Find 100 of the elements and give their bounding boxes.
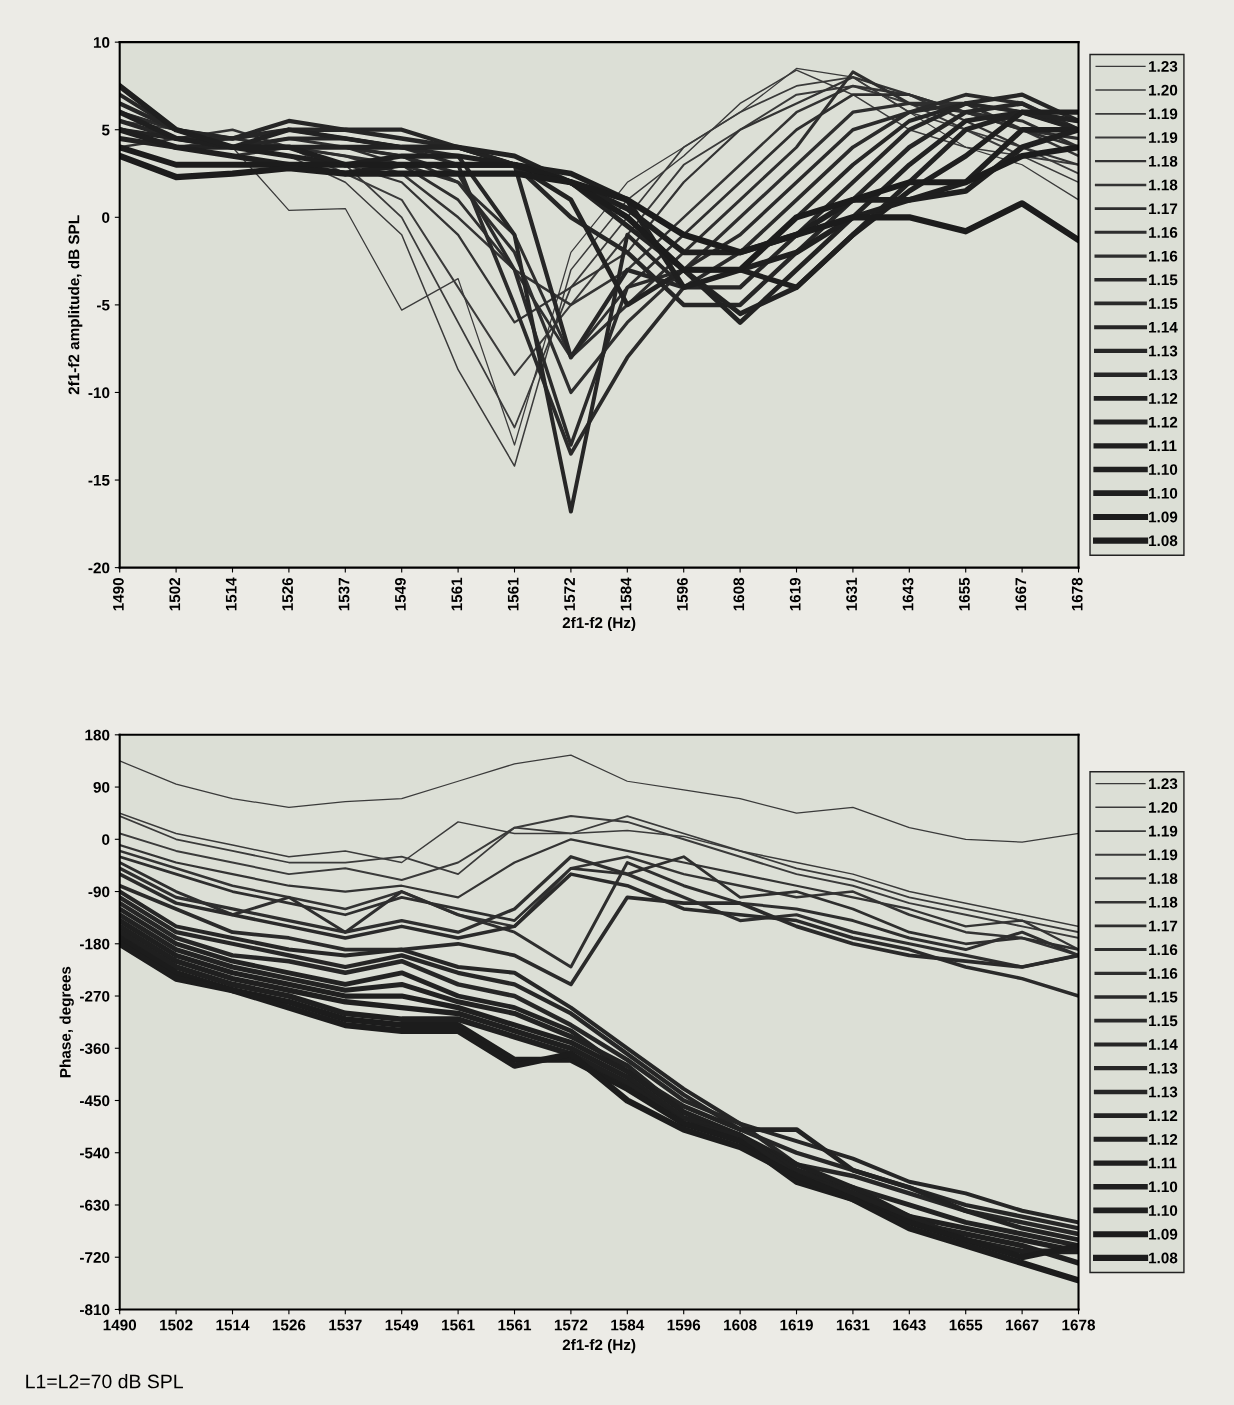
y-tick-label: -540 (80, 1147, 110, 1159)
x-tick-label: 1537 (329, 1319, 362, 1331)
x-tick-label: 1619 (789, 577, 801, 611)
y-tick-label: -630 (80, 1199, 110, 1211)
x-tick-label: 1631 (836, 1319, 870, 1331)
legend-label: 1.15 (1149, 274, 1178, 286)
x-tick-label: 1584 (620, 577, 632, 611)
x-tick-label: 1502 (160, 1319, 193, 1331)
legend-label: 1.19 (1149, 108, 1178, 120)
legend-label: 1.08 (1149, 1252, 1178, 1264)
y-tick-label: 0 (102, 834, 110, 845)
x-tick-label: 1549 (394, 577, 406, 611)
legend-label: 1.23 (1149, 61, 1178, 72)
y-axis-title: Phase, degrees (59, 966, 74, 1078)
x-tick-label: 1572 (554, 1319, 588, 1331)
legend-label: 1.16 (1149, 944, 1178, 956)
legend-label: 1.18 (1149, 155, 1178, 167)
y-tick-label: 90 (93, 781, 110, 793)
y-tick-label: -270 (80, 990, 110, 1002)
x-tick-label: 1608 (733, 577, 745, 611)
legend-label: 1.16 (1149, 967, 1178, 979)
legend-label: 1.10 (1149, 1181, 1178, 1193)
y-tick-label: -450 (80, 1095, 110, 1107)
x-tick-label: 1561 (507, 577, 519, 611)
x-tick-label: 1643 (893, 1319, 926, 1331)
text: L1=L2=70 dB SPL (26, 1374, 183, 1389)
x-tick-label: 1502 (169, 577, 181, 611)
legend-label: 1.16 (1149, 227, 1178, 238)
legend-label: 1.13 (1149, 345, 1178, 357)
legend-label: 1.18 (1149, 873, 1178, 884)
legend-label: 1.20 (1149, 84, 1178, 96)
x-tick-label: 1490 (103, 1319, 137, 1331)
x-tick-label: 1537 (338, 578, 350, 611)
x-tick-label: 1619 (780, 1319, 813, 1331)
x-tick-label: 1643 (902, 577, 914, 611)
legend-label: 1.20 (1149, 801, 1178, 813)
x-tick-label: 1514 (225, 577, 237, 611)
legend-label: 1.12 (1149, 393, 1178, 404)
x-tick-label: 1655 (959, 577, 970, 611)
x-axis-title: 2f1-f2 (Hz) (562, 616, 636, 632)
legend-label: 1.10 (1149, 1205, 1178, 1216)
x-tick-label: 1655 (949, 1319, 983, 1331)
legend-label: 1.17 (1149, 920, 1178, 932)
legend-label: 1.10 (1149, 464, 1178, 475)
legend-label: 1.15 (1149, 991, 1178, 1003)
y-tick-label: -180 (80, 938, 110, 950)
legend-label: 1.12 (1149, 1110, 1178, 1121)
legend-label: 1.09 (1149, 511, 1178, 523)
legend-label: 1.14 (1149, 322, 1178, 333)
x-tick-label: 1608 (724, 1319, 757, 1331)
legend-label: 1.11 (1149, 440, 1177, 452)
legend-label: 1.15 (1149, 298, 1178, 309)
x-tick-label: 1561 (498, 1319, 532, 1331)
legend-label: 1.23 (1149, 778, 1178, 790)
y-tick-label: -720 (80, 1252, 110, 1263)
legend-label: 1.13 (1149, 1062, 1178, 1074)
x-tick-label: 1549 (385, 1319, 419, 1331)
legend-label: 1.16 (1149, 250, 1178, 262)
x-tick-label: 1631 (846, 577, 858, 611)
x-tick-label: 1596 (676, 577, 688, 611)
x-tick-label: 1561 (442, 1319, 475, 1331)
x-tick-label: 1678 (1062, 1319, 1096, 1331)
legend-label: 1.13 (1149, 369, 1178, 381)
legend-label: 1.10 (1149, 487, 1178, 499)
x-tick-label: 1596 (667, 1319, 701, 1331)
y-tick-label: 0 (102, 212, 110, 223)
x-tick-label: 1667 (1015, 578, 1027, 611)
y-axis-title: 2f1-f2 amplitude, dB SPL (68, 215, 83, 395)
x-tick-label: 1561 (451, 577, 463, 611)
y-tick-label: 5 (101, 124, 110, 136)
legend-label: 1.19 (1149, 825, 1178, 837)
legend-label: 1.15 (1149, 1015, 1178, 1027)
legend-label: 1.12 (1149, 1133, 1178, 1145)
x-tick-label: 1584 (611, 1319, 645, 1331)
x-tick-label: 1678 (1071, 577, 1083, 611)
x-tick-label: 1572 (564, 577, 576, 611)
legend-label: 1.18 (1149, 896, 1178, 908)
legend-label: 1.19 (1149, 849, 1178, 861)
x-tick-label: 1667 (1006, 1319, 1039, 1331)
y-tick-label: -10 (88, 387, 110, 399)
x-tick-label: 1526 (282, 577, 293, 611)
legend-label: 1.18 (1149, 179, 1178, 191)
y-tick-label: -5 (96, 299, 110, 311)
y-tick-label: -360 (80, 1043, 110, 1054)
legend-label: 1.08 (1149, 535, 1178, 547)
legend-label: 1.12 (1149, 416, 1178, 428)
legend-label: 1.14 (1149, 1039, 1178, 1050)
x-axis-title: 2f1-f2 (Hz) (562, 1338, 636, 1354)
legend-label: 1.09 (1149, 1228, 1178, 1240)
x-tick-label: 1490 (112, 577, 124, 611)
legend-label: 1.13 (1149, 1086, 1178, 1098)
y-tick-label: 10 (93, 37, 110, 48)
legend-label: 1.11 (1149, 1157, 1177, 1169)
y-tick-label: -90 (88, 886, 110, 898)
legend-label: 1.17 (1149, 203, 1178, 214)
y-tick-label: -20 (88, 562, 110, 574)
y-tick-label: 180 (85, 729, 110, 741)
y-tick-label: -15 (88, 475, 110, 486)
y-tick-label: -810 (80, 1304, 110, 1316)
legend-label: 1.19 (1149, 132, 1178, 143)
